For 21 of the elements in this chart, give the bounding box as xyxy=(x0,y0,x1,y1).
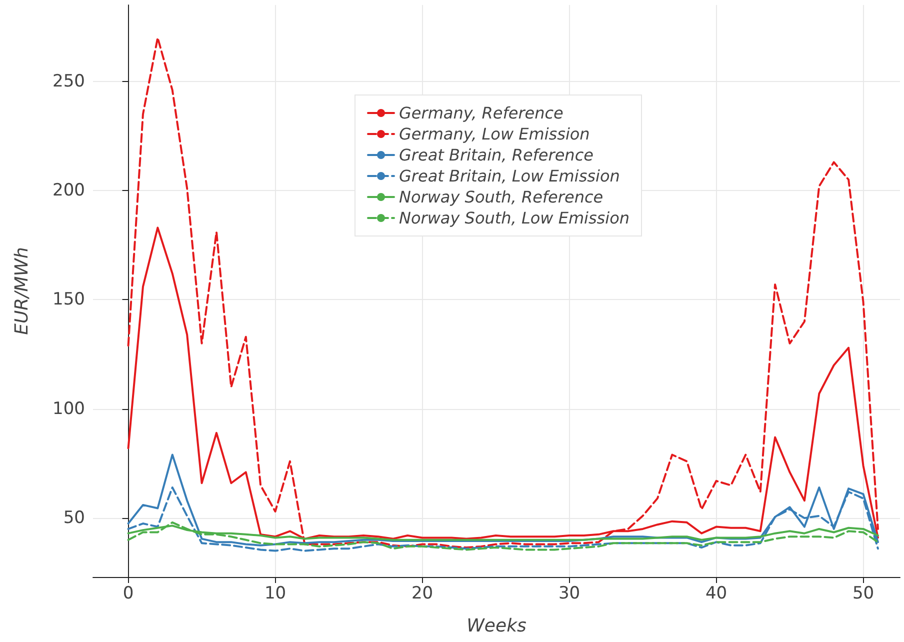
y-tick-label: 200 xyxy=(52,180,85,201)
y-tick-label: 250 xyxy=(52,71,85,92)
legend-label: Great Britain, Reference xyxy=(399,146,594,164)
y-axis-title: EUR/MWh xyxy=(12,247,32,335)
line-series xyxy=(127,521,879,551)
x-tick-label: 40 xyxy=(705,584,728,604)
x-tick-label: 0 xyxy=(122,584,134,604)
legend-label: Norway South, Reference xyxy=(399,188,604,206)
x-tick-label: 20 xyxy=(411,584,434,604)
y-tick-label: 50 xyxy=(63,508,85,528)
x-axis-title: Weeks xyxy=(466,616,526,636)
x-tick-label: 30 xyxy=(558,584,580,604)
y-tick-label: 150 xyxy=(52,290,85,310)
line-series xyxy=(127,36,879,549)
legend-label: Norway South, Low Emission xyxy=(399,208,630,228)
legend-label: Germany, Reference xyxy=(399,104,564,122)
y-tick-label: 100 xyxy=(52,398,85,419)
x-tick-label: 50 xyxy=(852,584,874,604)
legend-label: Germany, Low Emission xyxy=(399,124,590,144)
x-tick-label: 10 xyxy=(264,584,286,604)
legend-label: Great Britain, Low Emission xyxy=(399,166,620,186)
